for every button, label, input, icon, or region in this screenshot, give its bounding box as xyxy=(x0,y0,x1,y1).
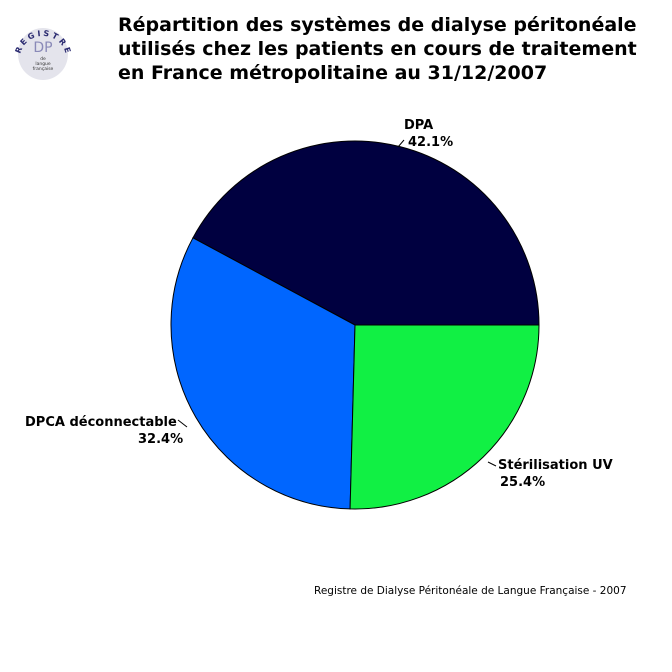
svg-text:DP: DP xyxy=(33,40,52,56)
pie-slice-1 xyxy=(192,140,540,326)
pie-slice-3 xyxy=(349,324,540,510)
slice-label: DPA xyxy=(404,118,433,133)
title-line: utilisés chez les patients en cours de t… xyxy=(118,38,637,60)
leader-line xyxy=(487,461,497,467)
slice-label: Stérilisation UV xyxy=(498,458,613,473)
slice-label: DPCA déconnectable xyxy=(25,415,177,430)
registre-logo: REGISTRE DP de langue française xyxy=(14,28,70,80)
svg-text:de: de xyxy=(40,56,46,62)
chart-title: Répartition des systèmes de dialyse péri… xyxy=(118,13,658,85)
title-line: Répartition des systèmes de dialyse péri… xyxy=(118,14,637,36)
slice-value-label: 42.1% xyxy=(408,135,453,150)
leader-line xyxy=(397,139,405,148)
slice-value-label: 32.4% xyxy=(138,432,183,447)
title-line: en France métropolitaine au 31/12/2007 xyxy=(118,62,548,84)
svg-text:langue: langue xyxy=(35,61,51,67)
footer-credit: Registre de Dialyse Péritonéale de Langu… xyxy=(314,585,627,597)
svg-text:française: française xyxy=(33,66,54,72)
leader-line xyxy=(177,419,188,428)
slice-value-label: 25.4% xyxy=(500,475,545,490)
pie-slice-2 xyxy=(170,237,356,510)
